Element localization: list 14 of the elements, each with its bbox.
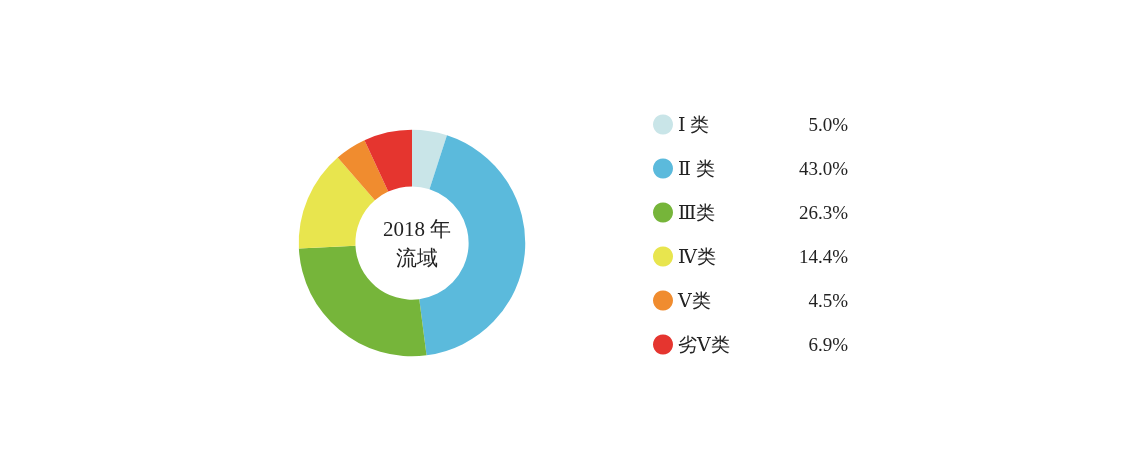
data-label: 43.0% — [798, 158, 849, 179]
legend-label: Ⅰ 类 — [678, 114, 710, 135]
legend-label: Ⅳ类 — [678, 246, 716, 267]
legend-label: Ⅱ 类 — [678, 158, 715, 179]
legend-label: 劣Ⅴ类 — [678, 334, 730, 355]
data-label: 6.9% — [808, 334, 849, 355]
data-label: 26.3% — [798, 202, 849, 223]
data-label: 14.4% — [798, 246, 849, 267]
data-label: 4.5% — [808, 290, 849, 311]
text: 流域 — [396, 245, 438, 270]
legend-label: Ⅲ类 — [678, 202, 716, 223]
text: 2018 年 — [382, 216, 452, 241]
data-label: 5.0% — [808, 114, 849, 135]
legend-label: Ⅴ类 — [677, 290, 711, 311]
